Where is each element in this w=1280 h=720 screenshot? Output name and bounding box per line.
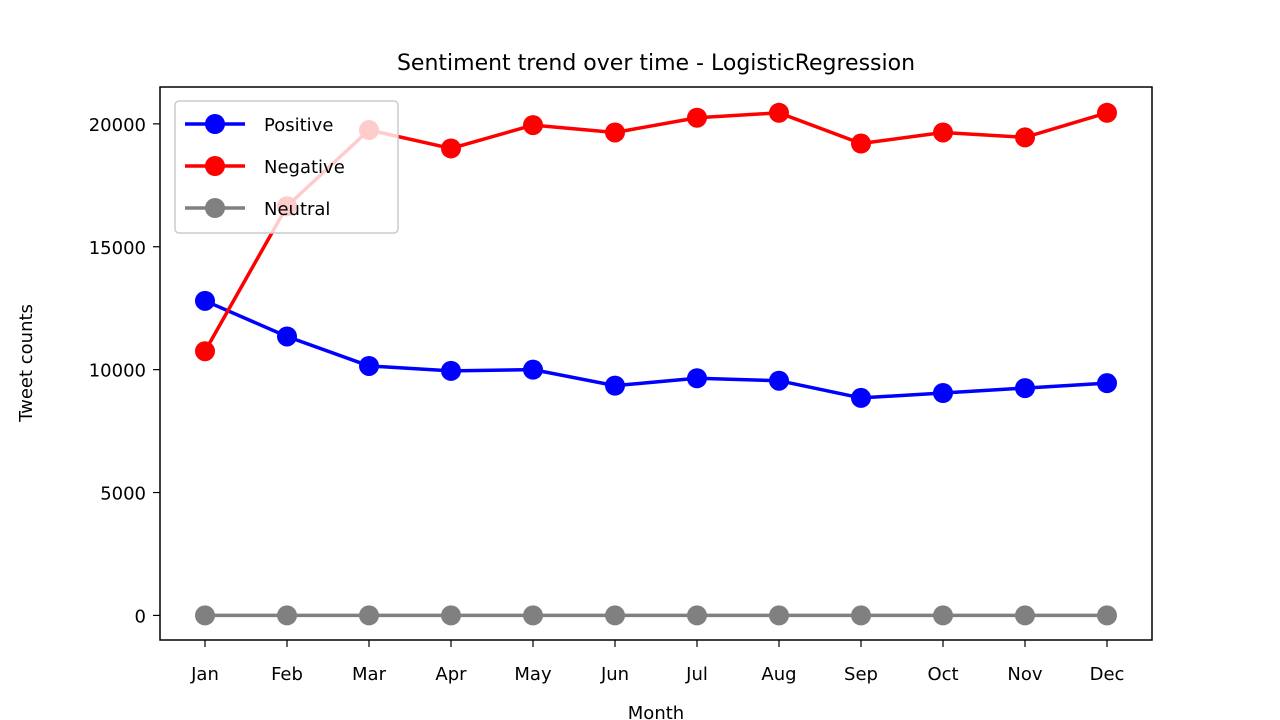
data-point-neutral xyxy=(195,605,215,626)
y-axis-label: Tweet counts xyxy=(16,304,37,423)
y-tick-label: 0 xyxy=(135,606,146,627)
data-point-positive xyxy=(933,382,953,403)
x-tick-label: Nov xyxy=(1007,664,1042,685)
data-point-negative xyxy=(605,122,625,143)
x-tick-label: Mar xyxy=(352,664,387,685)
legend-marker-negative xyxy=(205,156,225,176)
y-tick-label: 10000 xyxy=(89,361,146,382)
data-point-positive xyxy=(195,290,215,311)
x-tick-label: Aug xyxy=(761,664,796,685)
data-point-negative xyxy=(851,133,871,154)
data-point-negative xyxy=(1097,102,1117,123)
x-tick-label: Dec xyxy=(1090,664,1125,685)
x-tick-label: Jan xyxy=(190,664,219,685)
data-point-neutral xyxy=(441,605,461,626)
data-point-neutral xyxy=(851,605,871,626)
data-point-negative xyxy=(769,102,789,123)
data-point-neutral xyxy=(605,605,625,626)
series-line-positive xyxy=(203,299,1109,400)
y-axis-ticks: 0 5000 10000 15000 20000 xyxy=(89,115,160,627)
data-point-negative xyxy=(195,341,215,362)
data-point-neutral xyxy=(277,605,297,626)
data-point-positive xyxy=(1015,378,1035,399)
data-point-neutral xyxy=(523,605,543,626)
data-point-negative xyxy=(441,138,461,159)
data-point-positive xyxy=(1097,373,1117,394)
data-point-neutral xyxy=(769,605,789,626)
data-point-positive xyxy=(851,387,871,408)
data-point-positive xyxy=(277,326,297,347)
x-axis-label: Month xyxy=(628,703,684,720)
x-tick-label: Oct xyxy=(927,664,958,685)
data-point-positive xyxy=(523,359,543,380)
x-tick-label: May xyxy=(514,664,552,685)
legend-marker-neutral xyxy=(205,198,225,218)
series-positive xyxy=(195,290,1117,408)
legend-marker-positive xyxy=(205,114,225,134)
data-point-negative xyxy=(1015,127,1035,148)
data-point-positive xyxy=(359,355,379,376)
legend-label-positive: Positive xyxy=(264,115,333,136)
series-neutral xyxy=(195,605,1117,626)
legend: Positive Negative Neutral xyxy=(174,100,399,234)
x-tick-label: Apr xyxy=(435,664,467,685)
x-axis-ticks: Jan Feb Mar Apr May Jun Jul Aug Sep Oct Nov Dec xyxy=(190,640,1124,685)
data-point-neutral xyxy=(359,605,379,626)
data-point-negative xyxy=(933,122,953,143)
y-tick-label: 15000 xyxy=(89,238,146,259)
data-point-neutral xyxy=(687,605,707,626)
data-point-neutral xyxy=(1015,605,1035,626)
data-point-negative xyxy=(687,107,707,128)
legend-label-neutral: Neutral xyxy=(264,199,330,220)
data-point-positive xyxy=(687,368,707,389)
data-point-positive xyxy=(605,375,625,396)
data-point-positive xyxy=(769,370,789,391)
x-tick-label: Jul xyxy=(685,664,708,685)
plot-frame xyxy=(159,86,1153,641)
legend-label-negative: Negative xyxy=(264,157,345,178)
legend-box xyxy=(174,100,399,234)
y-tick-label: 20000 xyxy=(89,115,146,136)
y-tick-label: 5000 xyxy=(100,484,146,505)
data-point-negative xyxy=(523,115,543,136)
x-tick-label: Jun xyxy=(600,664,629,685)
data-point-positive xyxy=(441,360,461,381)
data-point-neutral xyxy=(933,605,953,626)
chart-title: Sentiment trend over time - LogisticRegr… xyxy=(397,51,915,76)
x-tick-label: Sep xyxy=(844,664,878,685)
x-tick-label: Feb xyxy=(271,664,303,685)
data-point-neutral xyxy=(1097,605,1117,626)
